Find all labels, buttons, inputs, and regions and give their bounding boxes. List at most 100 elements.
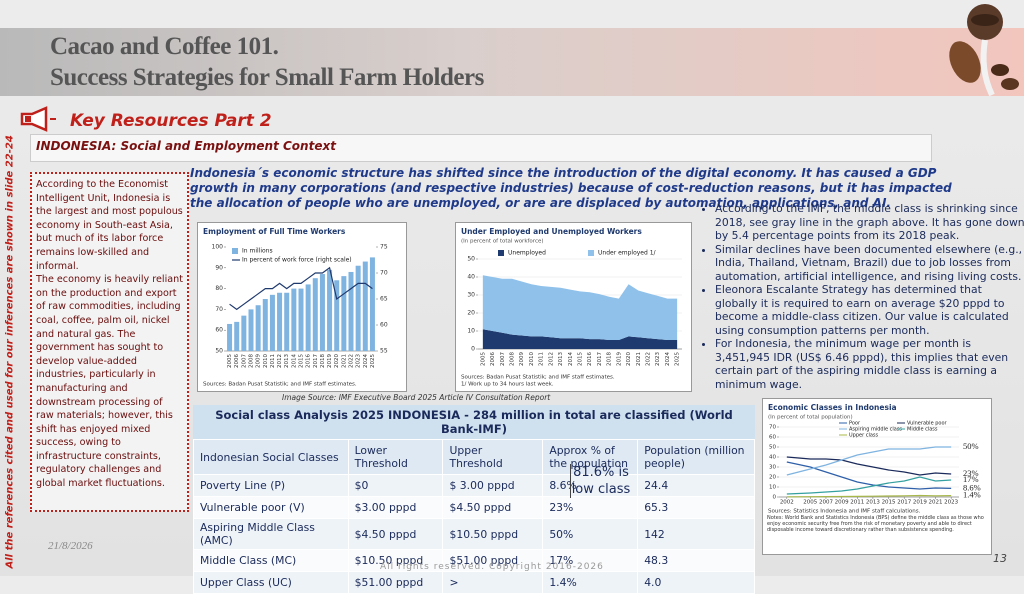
end-label: 23% — [963, 468, 979, 478]
area — [482, 329, 678, 349]
chart-title: Economic Classes in Indonesia — [768, 403, 897, 412]
table-cell: 50% — [542, 518, 639, 550]
table-cell: 1.4% — [542, 571, 639, 594]
section-title: Key Resources Part 2 — [70, 111, 272, 131]
y2-tick-label: 70 — [380, 270, 388, 277]
legend-swatch — [498, 250, 504, 256]
y-tick-label: 10 — [467, 328, 475, 335]
date: 21/8/2026 — [48, 540, 93, 552]
legend-label: In percent of work force (right scale) — [242, 257, 352, 264]
y-tick-label: 40 — [769, 455, 776, 461]
bar — [284, 292, 290, 351]
left-box: According to the Economist Intelligent U… — [30, 172, 189, 512]
table-cell: $4.50 pppd — [442, 496, 544, 519]
x-tick-label: 2014 — [568, 352, 574, 366]
y-tick-label: 20 — [769, 475, 776, 481]
x-tick-label: 2013 — [866, 500, 880, 506]
x-tick-label: 2005 — [803, 500, 817, 506]
table-cell: > — [442, 571, 544, 594]
bar — [234, 321, 240, 351]
bean — [1001, 78, 1019, 90]
title-line: Success Strategies for Small Farm Holder… — [50, 64, 484, 91]
table-cell: 65.3 — [637, 496, 755, 519]
table-cell: 24.4 — [637, 474, 755, 497]
x-tick-label: 2020 — [626, 352, 632, 366]
legend-label: Middle class — [907, 427, 938, 433]
legend-label: Unemployed — [508, 250, 546, 257]
x-tick-label: 2008 — [249, 354, 255, 368]
y-tick-label: 60 — [215, 327, 223, 334]
bar — [355, 265, 361, 351]
x-tick-label: 2006 — [234, 354, 240, 368]
header-row: Indonesian Social Classes Lower Threshold… — [193, 439, 755, 475]
y-tick-label: 50 — [467, 256, 475, 263]
table-row: Aspiring Middle Class (AMC) $4.50 pppd $10… — [193, 518, 755, 550]
chart: Under Employed and Unemployed Workers (In… — [455, 222, 692, 392]
chart: Economic Classes in Indonesia (In percent… — [762, 398, 992, 555]
y-tick-label: 0 — [773, 495, 777, 501]
x-tick-label: 2022 — [349, 354, 355, 368]
y-tick-label: 70 — [769, 425, 776, 431]
bar — [248, 309, 254, 351]
table-cell: 48.3 — [637, 549, 755, 572]
chart-source: Sources: Badan Pusat Statistik; and IMF … — [203, 382, 357, 388]
y-tick-label: 30 — [467, 292, 475, 299]
x-tick-label: 2016 — [587, 352, 593, 366]
table-row: Poverty Line (P) $0 $ 3.00 pppd 8.6% 24.4 — [193, 474, 755, 497]
x-tick-label: 2011 — [270, 354, 276, 368]
chart-title: Under Employed and Unemployed Workers — [461, 227, 642, 236]
series-line — [786, 456, 952, 476]
end-label: 8.6% — [963, 482, 981, 492]
column-header: Approx % of the population — [542, 439, 639, 475]
legend-swatch — [588, 250, 594, 256]
bullet: According to the IMF, the middle class i… — [715, 202, 1024, 243]
table: Social class Analysis 2025 INDONESIA - 2… — [193, 405, 755, 594]
y-tick-label: 0 — [471, 346, 475, 353]
x-tick-label: 2021 — [636, 352, 642, 366]
table-cell: Vulnerable poor (V) — [193, 496, 349, 519]
x-tick-label: 2006 — [490, 352, 496, 366]
x-tick-label: 2013 — [558, 352, 564, 366]
x-tick-label: 2015 — [882, 500, 896, 506]
bar — [262, 299, 268, 351]
y2-tick-label: 75 — [380, 244, 388, 251]
y-tick-label: 10 — [769, 485, 776, 491]
x-tick-label: 2024 — [665, 352, 671, 366]
y-tick-label: 50 — [215, 348, 223, 355]
page: Cacao and Coffee 101 { "header": {"title… — [0, 0, 1024, 576]
y-tick-label: 90 — [215, 264, 223, 271]
subtitle-box — [30, 134, 932, 162]
series-line — [786, 446, 952, 476]
x-tick-label: 2017 — [313, 354, 319, 368]
legend-label: Poor — [849, 421, 861, 427]
table-cell: 142 — [637, 518, 755, 550]
x-tick-label: 2010 — [529, 352, 535, 366]
bar — [269, 294, 275, 351]
decoration — [949, 4, 1019, 97]
column-header: Lower Threshold — [347, 439, 444, 475]
side-note: All the references cited and used for ou… — [4, 135, 16, 569]
table-cell: $4.50 pppd — [347, 518, 444, 550]
cacao-pod — [949, 41, 981, 83]
end-label: 50% — [963, 441, 979, 451]
table-cell: $3.00 pppd — [347, 496, 444, 519]
bar — [298, 288, 304, 351]
table-cell: Upper Class (UC) — [193, 571, 349, 594]
legend-label: Aspiring middle class — [849, 427, 902, 433]
series-line — [229, 266, 373, 311]
x-tick-label: 2005 — [480, 352, 486, 366]
x-tick-label: 2007 — [241, 354, 247, 368]
chart-note-box: Notes: World Bank and Statistics Indones… — [767, 515, 984, 533]
x-tick-label: 2017 — [897, 500, 911, 506]
x-tick-label: 2015 — [578, 352, 584, 366]
bar — [312, 278, 318, 351]
x-tick-label: 2005 — [227, 354, 233, 368]
chart-source: Sources: Badan Pusat Statistik; and IMF … — [461, 375, 615, 381]
table-cell: Aspiring Middle Class (AMC) — [193, 518, 349, 550]
bar — [227, 323, 233, 351]
table-row: Upper Class (UC) $51.00 pppd >1.4% 4.0 — [193, 571, 755, 594]
bar — [341, 276, 347, 351]
chart-source: Sources: Statistics Indonesia and IMF st… — [768, 509, 921, 515]
x-tick-label: 2013 — [284, 354, 290, 368]
chart-footnote: 1/ Work up to 34 hours last week. — [461, 382, 554, 388]
